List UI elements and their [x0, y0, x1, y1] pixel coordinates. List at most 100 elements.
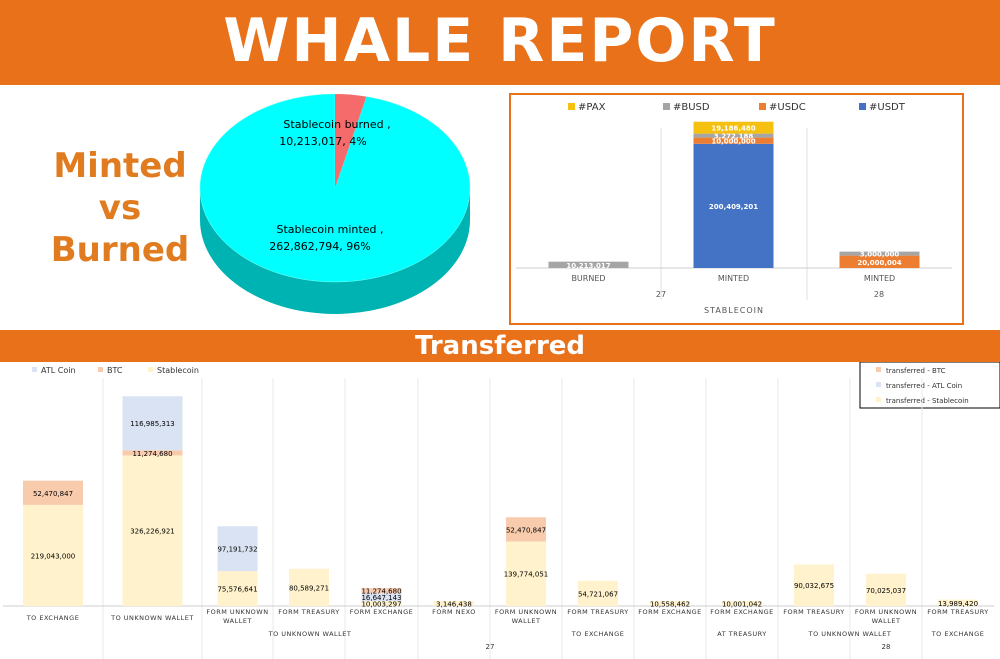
bar-label-usdc-1: 10,000,000 [711, 138, 755, 146]
bar-stablecoin-9-0 [722, 601, 762, 606]
x-group1-label-27: 27 [486, 643, 495, 651]
bar-label-6-2: 52,470,847 [506, 526, 546, 534]
bar-stablecoin-11-0 [866, 573, 906, 606]
x-group-label-27: 27 [656, 290, 666, 299]
x-tick-label-10-0: FORM TREASURY [783, 608, 845, 616]
x-group2-label-0: TO EXCHANGE [26, 614, 80, 622]
legend-swatch-stablecoin [148, 367, 153, 372]
bar-stablecoin-3-0 [289, 568, 329, 606]
legend2-swatch-2 [876, 397, 881, 402]
pie-label-burned-value: 10,213,017, 4% [279, 135, 366, 148]
x-tick-label-2-1: WALLET [223, 617, 252, 625]
bar-label-usdc-2: 20,000,004 [857, 259, 901, 267]
legend-box-2 [859, 362, 1000, 409]
bar-label-4-2: 11,274,680 [361, 588, 401, 596]
legend-label-usdt: #USDT [869, 102, 906, 113]
legend-label-btc: BTC [107, 366, 123, 375]
bar-label-1-2: 11,274,680 [132, 450, 172, 458]
x-tick-label-11-0: FORM UNKNOWN [855, 608, 917, 616]
legend-label-busd: #BUSD [673, 102, 710, 113]
legend-label-usdc: #USDC [769, 102, 806, 113]
page-title: WHALE REPORT [223, 6, 777, 76]
bar-label-9-0: 10,001,042 [722, 601, 762, 609]
legend-swatch-atl-coin [32, 367, 37, 372]
legend2-label-0: transferred - BTC [886, 367, 946, 375]
minted-burned-pie-chart: Stablecoin burned , 10,213,017, 4% Stablec… [199, 93, 471, 314]
title-line-2: vs [98, 188, 142, 228]
bar-usdc-1 [693, 137, 774, 144]
x-group2-label-5: AT TREASURY [717, 630, 766, 638]
bar-label-1-0: 326,226,921 [130, 528, 175, 536]
bar-label-0-0: 219,043,000 [31, 552, 76, 560]
bar-stablecoin-8-0 [650, 601, 690, 606]
bar-label-0-2: 52,470,847 [33, 490, 73, 498]
bar-label-10-0: 90,032,675 [794, 582, 834, 590]
pie-side-wall [200, 188, 470, 314]
legend2-label-1: transferred - ATL Coin [886, 382, 962, 390]
bar-label-11-0: 70,025,037 [866, 587, 906, 595]
pie-label-minted-name: Stablecoin minted , [277, 223, 384, 236]
bar-label-6-0: 139,774,051 [504, 571, 549, 579]
bar-stablecoin-0-0 [23, 504, 83, 606]
section-title: Transferred [414, 331, 586, 361]
bar-label-12-0: 13,989,420 [938, 600, 978, 608]
x-group2-label-6: TO UNKNOWN WALLET [808, 630, 892, 638]
bar-stablecoin-6-0 [506, 541, 546, 606]
x-tick-label-2-0: FORM UNKNOWN [206, 608, 268, 616]
x-group2-label-7: TO EXCHANGE [931, 630, 985, 638]
x-tick-label-6-1: WALLET [512, 617, 541, 625]
bar-label-2-0: 75,576,641 [217, 586, 257, 594]
bar-label-3-0: 80,589,271 [289, 584, 329, 592]
x-group1-label-28: 28 [882, 643, 891, 651]
pie-label-burned-name: Stablecoin burned , [283, 118, 390, 131]
bar-label-pax-1: 19,186,480 [711, 125, 755, 133]
bar-busd-1 [693, 133, 774, 138]
x-group2-label-1: TO UNKNOWN WALLET [110, 614, 194, 622]
legend-label-stablecoin: Stablecoin [157, 366, 199, 375]
x-tick-label-7-0: FORM TREASURY [567, 608, 629, 616]
bar-label-8-0: 10,558,462 [650, 601, 690, 609]
bar-pax-1 [693, 121, 774, 134]
legend2-swatch-0 [876, 367, 881, 372]
title-line-1: Minted [53, 146, 187, 186]
bar-label-usdt-1: 200,409,201 [709, 203, 758, 211]
x-tick-label-1: MINTED [718, 274, 749, 283]
legend2-swatch-1 [876, 382, 881, 387]
bar-label-2-1: 97,191,732 [217, 546, 257, 554]
stablecoin-stacked-bar-chart: #PAX #BUSD #USDC #USDT 10,213,017 BURNED 200,4… [516, 102, 952, 315]
bar-usdc-2 [839, 255, 920, 268]
bar-label-busd-2: 3,000,000 [860, 251, 900, 259]
bar-stablecoin-12-0 [938, 599, 978, 606]
pie-slice-minted [199, 93, 471, 283]
transferred-stacked-bar-chart: ATL Coin BTC Stablecoin transferred - BTC tr… [3, 362, 1000, 659]
x-group2-label-4: TO EXCHANGE [571, 630, 625, 638]
x-tick-label-6-0: FORM UNKNOWN [495, 608, 557, 616]
bar-label-1-3: 116,985,313 [130, 420, 175, 428]
bar-atl-coin-4-1 [361, 593, 402, 601]
x-tick-label-3-0: FORM TREASURY [278, 608, 340, 616]
bar-atl-coin-2-1 [217, 526, 258, 572]
x-tick-label-0: BURNED [571, 274, 605, 283]
bar-label-4-0: 10,003,297 [361, 601, 401, 609]
legend-label-pax: #PAX [578, 102, 606, 113]
x-axis-title: STABLECOIN [704, 306, 764, 315]
bar-stablecoin-2-0 [217, 571, 258, 606]
x-tick-label-11-1: WALLET [872, 617, 901, 625]
legend-label-atl-coin: ATL Coin [41, 366, 76, 375]
bar-usdt-1 [693, 143, 774, 268]
x-group-label-28: 28 [874, 290, 884, 299]
bar-label-4-1: 16,647,143 [361, 594, 401, 602]
bar-stablecoin-7-0 [578, 580, 618, 606]
bar-stablecoin-1-0 [122, 455, 183, 606]
header-banner: WHALE REPORT [0, 0, 1000, 85]
x-tick-label-9-0: FORM EXCHANGE [710, 608, 774, 616]
bar-btc-1-2 [122, 450, 183, 456]
x-tick-label-8-0: FORM EXCHANGE [638, 608, 702, 616]
bar-stablecoin-10-0 [794, 564, 834, 606]
x-tick-label-2: MINTED [864, 274, 895, 283]
x-group2-label-2: TO UNKNOWN WALLET [268, 630, 352, 638]
legend-swatch-btc [98, 367, 103, 372]
x-tick-label-4-0: FORM EXCHANGE [350, 608, 414, 616]
minted-vs-burned-title: Minted vs Burned [40, 145, 200, 271]
bar-btc-0-2 [23, 480, 83, 505]
